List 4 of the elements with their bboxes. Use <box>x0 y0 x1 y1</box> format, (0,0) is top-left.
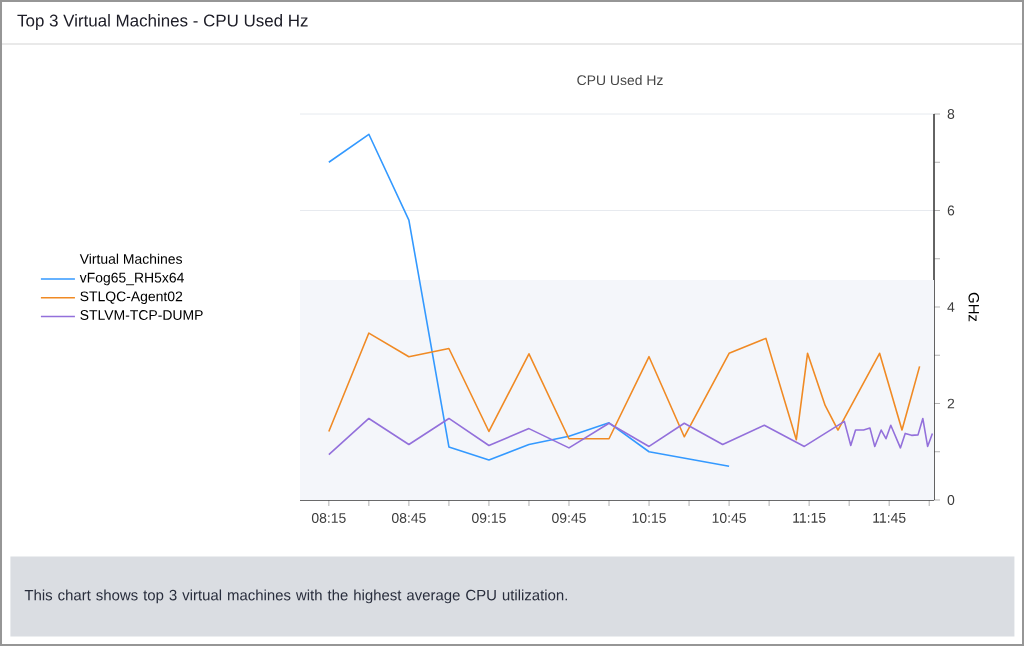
line-series <box>328 417 934 456</box>
text: Top 3 Virtual Machines - CPU Used Hz <box>17 14 308 30</box>
line-series <box>328 332 921 441</box>
line-series <box>328 133 730 468</box>
